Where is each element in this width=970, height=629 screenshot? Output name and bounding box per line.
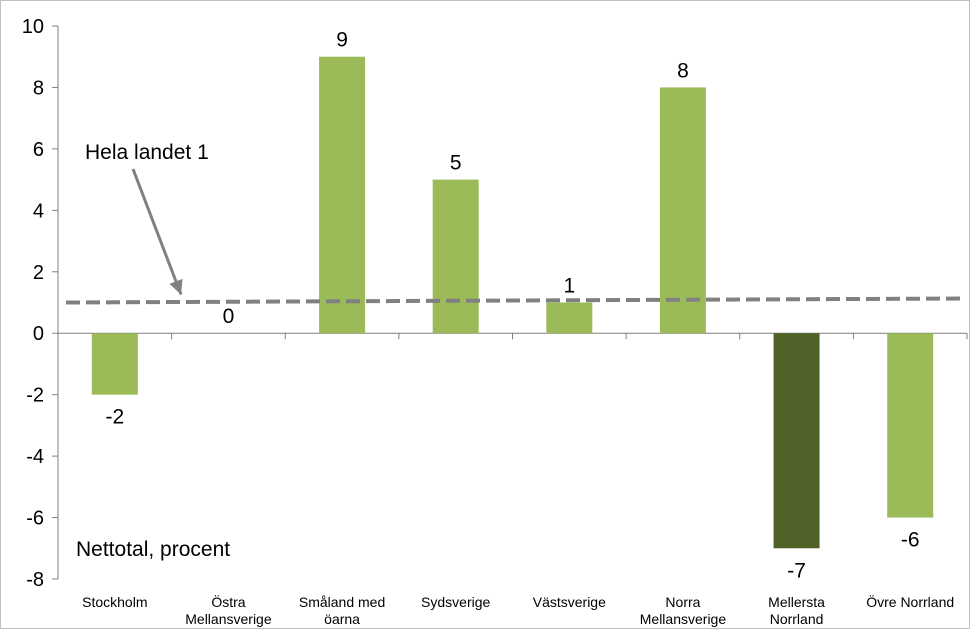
bar xyxy=(887,333,934,518)
data-label: 0 xyxy=(223,305,235,328)
y-tick-label: -4 xyxy=(26,446,44,468)
x-tick-label: Övre Norrland xyxy=(866,593,954,610)
y-tick-label: 4 xyxy=(33,200,44,222)
data-label: -2 xyxy=(105,406,124,429)
bars xyxy=(91,56,934,549)
reference-line xyxy=(65,296,966,305)
x-tick-label: Mellansverige xyxy=(640,611,727,627)
x-tick-label: Sydsverige xyxy=(421,594,490,610)
x-tick-label: Mellansverige xyxy=(185,611,272,627)
y-tick-label: 10 xyxy=(22,16,44,38)
bar xyxy=(319,56,366,334)
labels: -8-6-4-20246810-2Stockholm0ÖstraMellansv… xyxy=(22,16,954,627)
y-tick-label: 0 xyxy=(33,323,44,345)
data-label: 8 xyxy=(677,59,689,82)
x-tick-label: Norrland xyxy=(770,611,824,627)
y-tick-label: -8 xyxy=(26,569,44,591)
x-tick-label: Mellersta xyxy=(768,594,825,610)
arrow-shaft xyxy=(131,168,183,296)
reference-line-label: Hela landet 1 xyxy=(85,141,209,164)
bar xyxy=(659,87,706,334)
x-tick-label: Norra xyxy=(665,594,700,610)
y-tick-label: 8 xyxy=(33,77,44,99)
unit-annotation: Nettotal, procent xyxy=(76,538,230,561)
bar xyxy=(546,302,593,334)
x-tick-label: Västsverige xyxy=(533,594,606,610)
data-label: 5 xyxy=(450,152,462,175)
y-tick-label: -2 xyxy=(26,385,44,407)
bar xyxy=(432,179,479,334)
x-tick-label: Östra xyxy=(211,593,245,610)
bar xyxy=(91,333,138,395)
data-label: 9 xyxy=(336,29,348,52)
x-tick-label: Småland med xyxy=(299,594,385,610)
y-tick-label: 2 xyxy=(33,262,44,284)
reference-line-group xyxy=(65,168,966,305)
x-tick-label: öarna xyxy=(324,611,360,627)
data-label: -6 xyxy=(901,529,920,552)
data-label: -7 xyxy=(787,559,806,582)
y-tick-label: -6 xyxy=(26,508,44,530)
x-tick-label: Stockholm xyxy=(82,594,147,610)
arrow-head xyxy=(169,278,183,295)
y-tick-label: 6 xyxy=(33,139,44,161)
bar xyxy=(773,333,820,549)
data-label: 1 xyxy=(563,275,575,298)
